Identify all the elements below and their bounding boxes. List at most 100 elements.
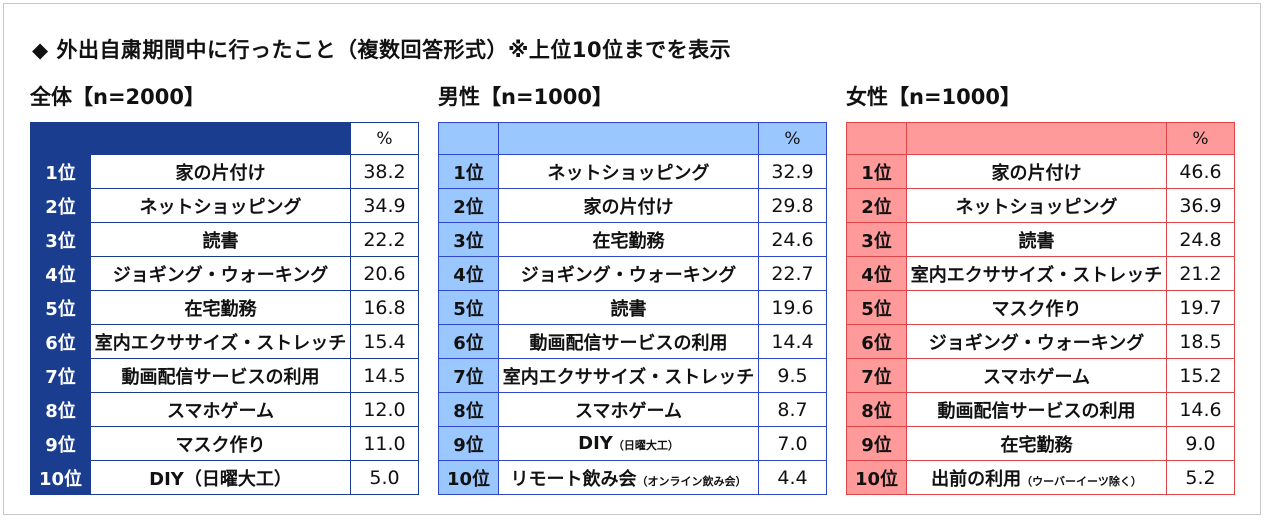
item-cell: 室内エクササイズ・ストレッチ	[90, 324, 351, 359]
rank-cell: 2位	[846, 188, 907, 223]
item-label: スマホゲーム	[167, 400, 274, 422]
rank-cell: 5位	[846, 290, 907, 325]
percent-value: 9.0	[1166, 426, 1235, 461]
item-label: 読書	[202, 230, 239, 252]
rank-cell: 4位	[438, 256, 499, 291]
item-cell: ネットショッピング	[90, 188, 351, 223]
item-cell: 読書	[90, 222, 351, 257]
ranking-table-female: % 1位 家の片付け 46.6 2位 ネットショッピング 36.9 3位 読書 24.8 4位 室内…	[846, 122, 1235, 495]
rank-cell: 9位	[30, 426, 91, 461]
percent-header: %	[350, 122, 419, 155]
rank-cell: 10位	[438, 460, 499, 495]
item-label: 動画配信サービスの利用	[937, 400, 1136, 422]
table-row: 6位 ジョギング・ウォーキング 18.5	[846, 324, 1235, 359]
table-row: 5位 在宅勤務 16.8	[30, 290, 419, 325]
percent-value: 8.7	[758, 392, 827, 427]
rank-cell: 7位	[846, 358, 907, 393]
item-label: 在宅勤務	[184, 298, 257, 320]
rank-cell: 4位	[846, 256, 907, 291]
rank-cell: 3位	[438, 222, 499, 257]
table-row: 7位 動画配信サービスの利用 14.5	[30, 358, 419, 393]
item-cell: 読書	[906, 222, 1167, 257]
table-row: 6位 室内エクササイズ・ストレッチ 15.4	[30, 324, 419, 359]
rank-cell: 10位	[846, 460, 907, 495]
item-cell: ネットショッピング	[498, 154, 759, 189]
item-cell: リモート飲み会（オンライン飲み会）	[498, 460, 759, 495]
item-label: 家の片付け	[175, 162, 266, 184]
table-row: 8位 動画配信サービスの利用 14.6	[846, 392, 1235, 427]
panel-total: 全体【n=2000】 % 1位 家の片付け 38.2 2位 ネットショッピング 34.9 3…	[30, 82, 419, 495]
rank-cell: 8位	[846, 392, 907, 427]
table-row: 4位 ジョギング・ウォーキング 20.6	[30, 256, 419, 291]
rank-cell: 1位	[438, 154, 499, 189]
percent-value: 5.0	[350, 460, 419, 495]
table-row: 8位 スマホゲーム 8.7	[438, 392, 827, 427]
panel-female: 女性【n=1000】 % 1位 家の片付け 46.6 2位 ネットショッピング 36.9 3…	[846, 82, 1235, 495]
table-row: 7位 室内エクササイズ・ストレッチ 9.5	[438, 358, 827, 393]
percent-value: 14.6	[1166, 392, 1235, 427]
percent-value: 15.2	[1166, 358, 1235, 393]
item-label: ジョギング・ウォーキング	[520, 264, 737, 286]
item-label: ジョギング・ウォーキング	[112, 264, 329, 286]
item-label: 動画配信サービスの利用	[529, 332, 728, 354]
table-row: 10位 DIY（日曜大工） 5.0	[30, 460, 419, 495]
item-cell: 家の片付け	[906, 154, 1167, 189]
item-note: （ウーバーイーツ除く）	[1021, 474, 1142, 488]
item-cell: 家の片付け	[90, 154, 351, 189]
percent-value: 11.0	[350, 426, 419, 461]
page-frame: ◆ 外出自粛期間中に行ったこと（複数回答形式）※上位10位までを表示 全体【n=…	[3, 3, 1261, 515]
percent-value: 46.6	[1166, 154, 1235, 189]
percent-value: 7.0	[758, 426, 827, 461]
rank-cell: 1位	[846, 154, 907, 189]
percent-value: 22.2	[350, 222, 419, 257]
rank-cell: 9位	[846, 426, 907, 461]
item-cell: DIY（日曜大工）	[498, 426, 759, 461]
percent-header: %	[1166, 122, 1235, 155]
percent-value: 12.0	[350, 392, 419, 427]
rank-cell: 5位	[438, 290, 499, 325]
rank-cell: 5位	[30, 290, 91, 325]
ranking-table-total: % 1位 家の片付け 38.2 2位 ネットショッピング 34.9 3位 読書 22.2 4位 ジョ…	[30, 122, 419, 495]
rank-cell: 8位	[438, 392, 499, 427]
rank-cell: 10位	[30, 460, 91, 495]
percent-value: 9.5	[758, 358, 827, 393]
panel-heading: 全体【n=2000】	[30, 85, 205, 109]
item-cell: 動画配信サービスの利用	[498, 324, 759, 359]
rank-cell: 4位	[30, 256, 91, 291]
item-note: （日曜大工）	[612, 439, 679, 452]
percent-value: 16.8	[350, 290, 419, 325]
table-header-row: %	[846, 122, 1235, 155]
percent-value: 20.6	[350, 256, 419, 291]
item-cell: マスク作り	[906, 290, 1167, 325]
item-cell: 室内エクササイズ・ストレッチ	[906, 256, 1167, 291]
percent-header: %	[758, 122, 827, 155]
item-label: スマホゲーム	[575, 400, 682, 422]
rank-cell: 9位	[438, 426, 499, 461]
table-row: 8位 スマホゲーム 12.0	[30, 392, 419, 427]
table-row: 1位 家の片付け 46.6	[846, 154, 1235, 189]
item-label: 在宅勤務	[1000, 434, 1073, 456]
item-label: 室内エクササイズ・ストレッチ	[94, 332, 347, 354]
rank-cell: 2位	[30, 188, 91, 223]
item-label: 室内エクササイズ・ストレッチ	[502, 366, 755, 388]
item-header-cell	[90, 122, 351, 155]
table-row: 9位 DIY（日曜大工） 7.0	[438, 426, 827, 461]
percent-value: 15.4	[350, 324, 419, 359]
rank-cell: 2位	[438, 188, 499, 223]
item-cell: 室内エクササイズ・ストレッチ	[498, 358, 759, 393]
rank-cell: 6位	[438, 324, 499, 359]
table-row: 10位 出前の利用（ウーバーイーツ除く） 5.2	[846, 460, 1235, 495]
table-row: 6位 動画配信サービスの利用 14.4	[438, 324, 827, 359]
rank-header-cell	[30, 122, 91, 155]
percent-value: 18.5	[1166, 324, 1235, 359]
rank-cell: 3位	[30, 222, 91, 257]
item-label: 読書	[610, 298, 647, 320]
table-row: 9位 マスク作り 11.0	[30, 426, 419, 461]
table-row: 2位 ネットショッピング 34.9	[30, 188, 419, 223]
table-row: 10位 リモート飲み会（オンライン飲み会） 4.4	[438, 460, 827, 495]
table-row: 1位 家の片付け 38.2	[30, 154, 419, 189]
table-row: 3位 在宅勤務 24.6	[438, 222, 827, 257]
table-header-row: %	[30, 122, 419, 155]
item-label: リモート飲み会	[510, 468, 637, 490]
rank-cell: 7位	[30, 358, 91, 393]
